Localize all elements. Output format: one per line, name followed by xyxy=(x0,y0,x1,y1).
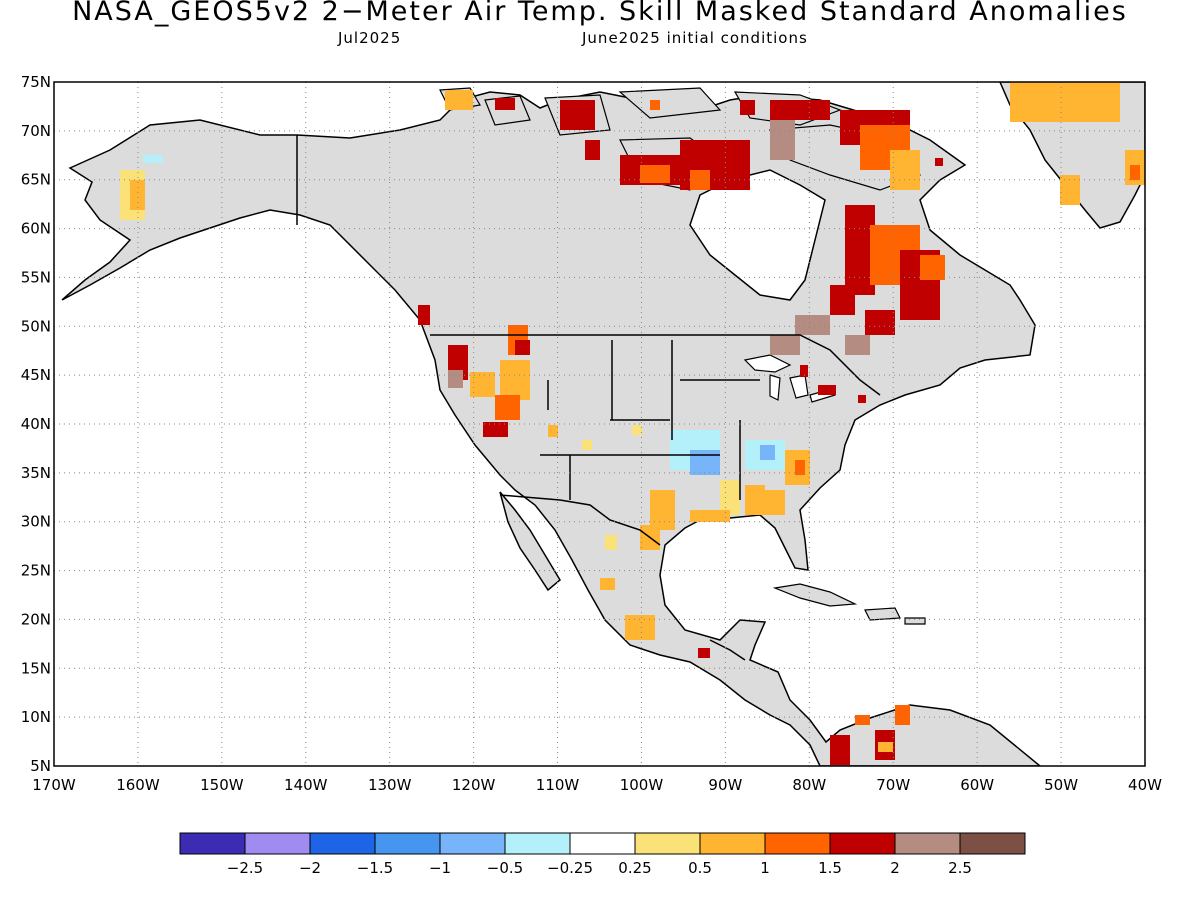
colorbar-label: −2.5 xyxy=(227,859,263,877)
latitude-tick-label: 25N xyxy=(21,562,51,580)
latitude-tick-label: 50N xyxy=(21,317,51,335)
longitude-tick-label: 110W xyxy=(536,776,580,794)
map-title: NASA_GEOS5v2 2−Meter Air Temp. Skill Mas… xyxy=(72,0,1128,27)
initial-conditions-label: June2025 initial conditions xyxy=(582,29,808,47)
longitude-tick-label: 160W xyxy=(116,776,160,794)
colorbar-label: −2 xyxy=(299,859,321,877)
longitude-tick-label: 80W xyxy=(792,776,826,794)
colorbar-swatch xyxy=(309,832,376,855)
colorbar-swatch xyxy=(244,832,311,855)
colorbar-label: 1.5 xyxy=(818,859,842,877)
latitude-tick-label: 70N xyxy=(21,122,51,140)
longitude-tick-label: 140W xyxy=(284,776,328,794)
latitude-tick-label: 15N xyxy=(21,659,51,677)
colorbar-swatch xyxy=(634,832,701,855)
colorbar-swatch xyxy=(959,832,1026,855)
latitude-tick-label: 5N xyxy=(30,757,51,775)
longitude-tick-label: 60W xyxy=(960,776,994,794)
colorbar-swatch xyxy=(569,832,636,855)
colorbar-swatch xyxy=(764,832,831,855)
great-lakes xyxy=(743,354,836,403)
colorbar-swatch xyxy=(504,832,571,855)
colorbar-label: 0.25 xyxy=(618,859,651,877)
colorbar-label: 2.5 xyxy=(948,859,972,877)
colorbar-label: 2 xyxy=(890,859,900,877)
longitude-tick-label: 120W xyxy=(452,776,496,794)
longitude-tick-label: 170W xyxy=(32,776,76,794)
longitude-tick-label: 90W xyxy=(708,776,742,794)
colorbar-legend: −2.5 −2 −1.5 −1 −0.5 −0.25 0.25 0.5 1 1.5 2 2.5 xyxy=(179,832,1026,877)
colorbar-swatch xyxy=(699,832,766,855)
colorbar-label: −0.5 xyxy=(487,859,523,877)
political-borders xyxy=(296,135,881,661)
longitude-tick-label: 130W xyxy=(368,776,412,794)
longitude-tick-label: 50W xyxy=(1044,776,1078,794)
longitude-tick-label: 100W xyxy=(620,776,664,794)
anomaly-cells xyxy=(120,82,1145,765)
colorbar-swatch xyxy=(179,832,246,855)
colorbar-swatch xyxy=(894,832,961,855)
latitude-tick-label: 35N xyxy=(21,464,51,482)
latitude-tick-label: 55N xyxy=(21,268,51,286)
latitude-tick-label: 60N xyxy=(21,220,51,238)
colorbar-label: −1.5 xyxy=(357,859,393,877)
latitude-tick-label: 65N xyxy=(21,171,51,189)
latitude-axis: 75N 70N 65N 60N 55N 50N 45N 40N 35N 30N 25N 20N 15N 1… xyxy=(21,73,51,775)
longitude-tick-label: 40W xyxy=(1128,776,1162,794)
colorbar-swatch xyxy=(374,832,441,855)
land-masses xyxy=(61,82,1145,766)
colorbar-label: −0.25 xyxy=(547,859,593,877)
baja-california-land xyxy=(499,491,561,592)
valid-month-label: Jul2025 xyxy=(338,29,402,47)
longitude-tick-label: 150W xyxy=(200,776,244,794)
latitude-tick-label: 45N xyxy=(21,366,51,384)
caribbean-islands xyxy=(772,583,926,625)
colorbar-swatch xyxy=(829,832,896,855)
latitude-tick-label: 20N xyxy=(21,610,51,628)
longitude-tick-label: 70W xyxy=(876,776,910,794)
longitude-axis: 170W 160W 150W 140W 130W 120W 110W 100W 90W 80W 70… xyxy=(32,776,1162,794)
latitude-tick-label: 10N xyxy=(21,708,51,726)
colorbar-label: 0.5 xyxy=(688,859,712,877)
colorbar-label: −1 xyxy=(429,859,451,877)
latitude-tick-label: 40N xyxy=(21,415,51,433)
grid-lines xyxy=(54,82,1145,766)
latitude-tick-label: 75N xyxy=(21,73,51,91)
colorbar-label: 1 xyxy=(760,859,770,877)
colorbar-swatch xyxy=(439,832,506,855)
latitude-tick-label: 30N xyxy=(21,513,51,531)
plot-frame xyxy=(53,81,1146,767)
